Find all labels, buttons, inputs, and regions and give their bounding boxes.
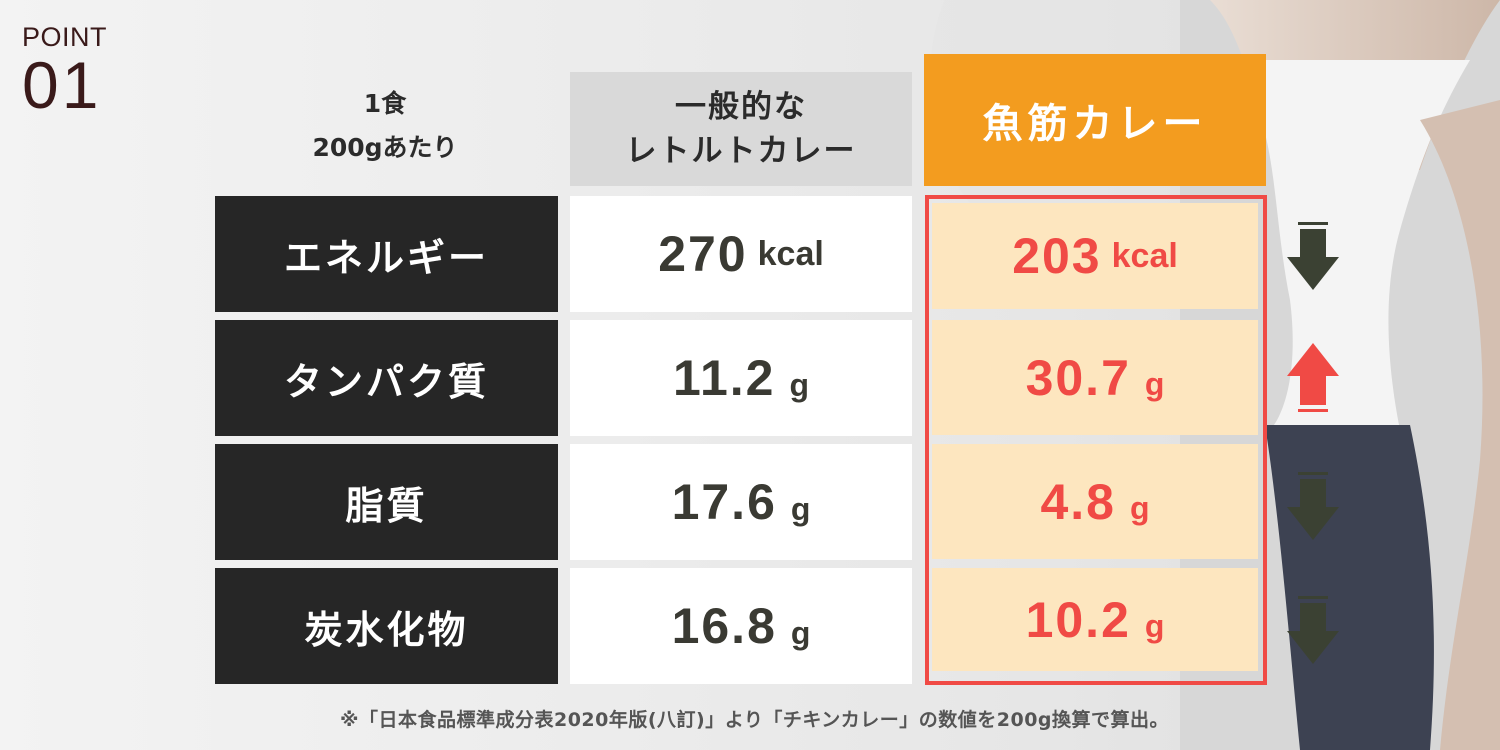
- header-fish-curry: 魚筋カレー: [924, 54, 1266, 186]
- general-cell-fat: 17.6 g: [570, 444, 912, 560]
- header-general-line2: レトルトカレー: [625, 133, 857, 169]
- fish-unit: g: [1129, 490, 1150, 526]
- row-label-protein: タンパク質: [215, 320, 558, 436]
- source-footnote: ※「日本食品標準成分表2020年版(八訂)」より「チキンカレー」の数値を200g…: [340, 709, 1170, 731]
- fish-unit: g: [1144, 366, 1165, 402]
- general-unit: g: [790, 614, 811, 651]
- general-cell-carbs: 16.8 g: [570, 568, 912, 684]
- general-cell-protein: 11.2 g: [570, 320, 912, 436]
- fish-cell-fat: 4.8 g: [932, 444, 1258, 559]
- serving-basis: 1食 200gあたり: [215, 82, 555, 170]
- general-unit: g: [789, 366, 810, 403]
- general-unit: kcal: [757, 234, 824, 273]
- serving-basis-line2: 200gあたり: [312, 133, 458, 162]
- fish-value: 4.8: [1040, 473, 1116, 530]
- general-value: 270: [658, 226, 748, 282]
- fish-cell-carbs: 10.2 g: [932, 568, 1258, 671]
- header-general-curry: 一般的な レトルトカレー: [570, 72, 912, 186]
- arrow-down-icon: [1287, 222, 1339, 290]
- point-label: POINT: [22, 22, 108, 52]
- row-label-text: 炭水化物: [304, 607, 469, 652]
- general-value: 17.6: [671, 474, 777, 530]
- header-fish-label: 魚筋カレー: [982, 101, 1208, 147]
- row-label-energy: エネルギー: [215, 196, 558, 312]
- row-label-fat: 脂質: [215, 444, 558, 560]
- fish-value: 10.2: [1025, 591, 1131, 648]
- row-label-text: エネルギー: [283, 235, 489, 280]
- fish-value: 30.7: [1025, 349, 1131, 406]
- fish-unit: g: [1144, 608, 1165, 644]
- general-cell-energy: 270 kcal: [570, 196, 912, 312]
- general-unit: g: [790, 490, 811, 527]
- header-general-line1: 一般的な: [675, 89, 807, 125]
- row-label-text: タンパク質: [283, 359, 489, 404]
- point-number: 01: [22, 48, 102, 122]
- fish-cell-protein: 30.7 g: [932, 320, 1258, 435]
- fish-value: 203: [1012, 228, 1102, 284]
- arrow-up-icon: [1287, 343, 1339, 412]
- fish-unit: kcal: [1111, 236, 1178, 275]
- arrow-down-icon: [1287, 596, 1339, 664]
- serving-basis-line1: 1食: [363, 89, 407, 118]
- point-badge: POINT 01: [22, 22, 108, 122]
- fish-cell-energy: 203 kcal: [932, 203, 1258, 309]
- row-label-carbs: 炭水化物: [215, 568, 558, 684]
- fish-column-highlight-frame: [925, 195, 1267, 685]
- general-value: 16.8: [671, 598, 777, 654]
- general-value: 11.2: [672, 350, 776, 406]
- row-label-text: 脂質: [345, 483, 428, 528]
- arrow-down-icon: [1287, 472, 1339, 540]
